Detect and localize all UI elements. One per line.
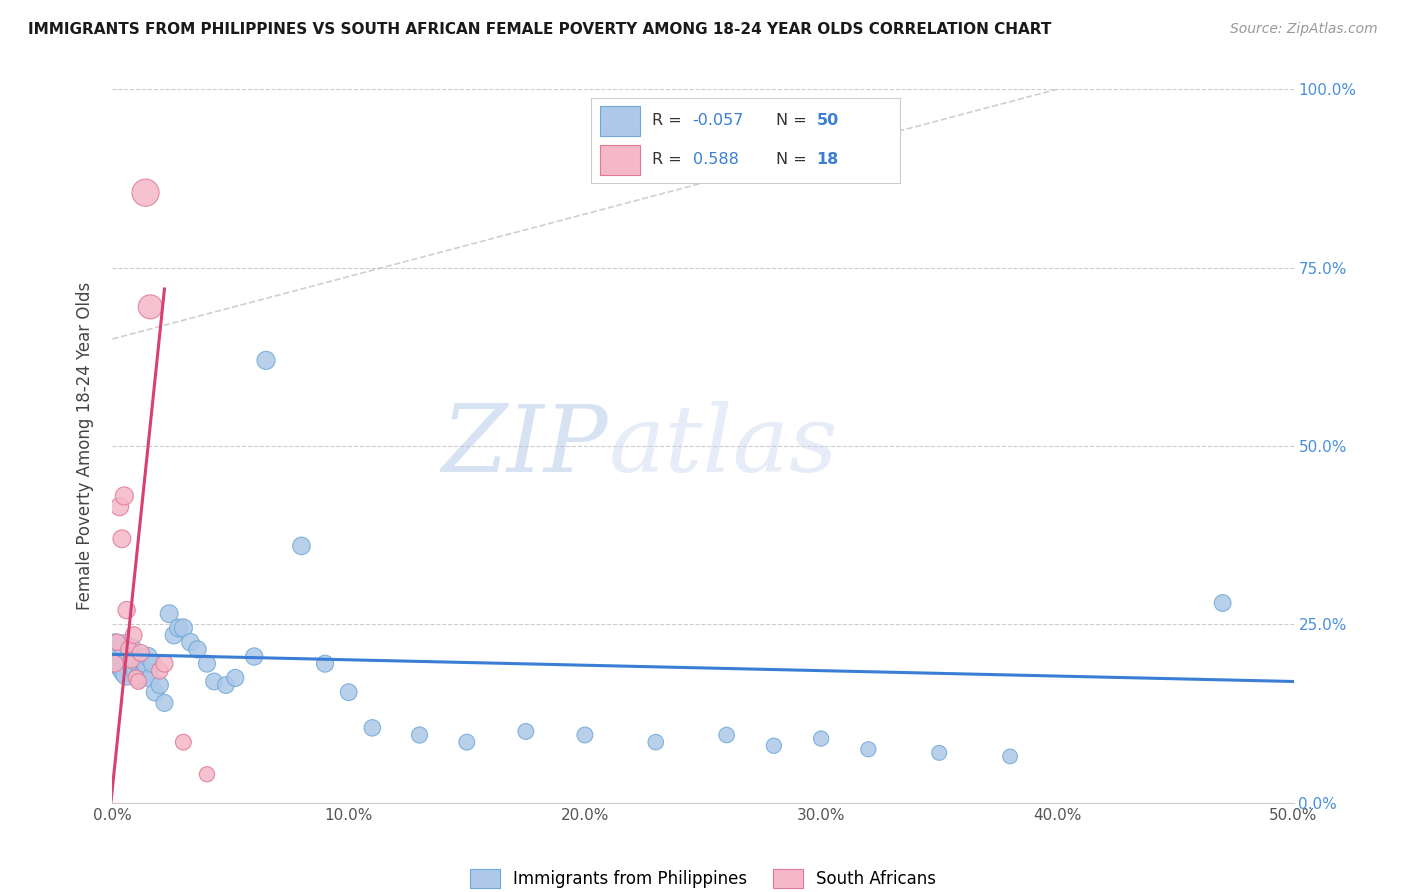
Point [456,735,478,749]
Point [290,539,312,553]
Point [122,628,145,642]
FancyBboxPatch shape [600,106,640,136]
Point [149,678,172,692]
Text: 18: 18 [817,153,838,168]
Legend: Immigrants from Philippines, South Africans: Immigrants from Philippines, South Afric… [464,863,942,892]
Point [111,532,134,546]
Point [112,489,135,503]
Point [115,667,138,681]
Point [153,657,176,671]
Text: R =: R = [652,153,688,168]
Point [515,724,537,739]
Point [120,642,142,657]
Point [254,353,277,368]
Point [1212,596,1234,610]
Point [149,664,172,678]
Text: atlas: atlas [609,401,838,491]
Point [104,657,127,671]
Text: N =: N = [776,153,813,168]
Point [120,653,142,667]
Text: 0.588: 0.588 [693,153,738,168]
Point [122,657,145,671]
Point [108,500,131,514]
Point [224,671,246,685]
Point [314,657,336,671]
Point [127,671,149,685]
Point [195,657,218,671]
Point [139,300,162,314]
Point [202,674,225,689]
Point [153,696,176,710]
Y-axis label: Female Poverty Among 18-24 Year Olds: Female Poverty Among 18-24 Year Olds [76,282,94,610]
Text: R =: R = [652,113,688,128]
Point [129,660,152,674]
Point [143,685,166,699]
Point [167,621,190,635]
Point [762,739,785,753]
Point [127,674,149,689]
Point [172,735,194,749]
Point [408,728,430,742]
Point [115,603,138,617]
Point [136,649,159,664]
Point [105,635,128,649]
Point [644,735,666,749]
Point [125,671,148,685]
Point [716,728,738,742]
Point [112,639,135,653]
Point [858,742,880,756]
Text: IMMIGRANTS FROM PHILIPPINES VS SOUTH AFRICAN FEMALE POVERTY AMONG 18-24 YEAR OLD: IMMIGRANTS FROM PHILIPPINES VS SOUTH AFR… [28,22,1052,37]
Point [243,649,266,664]
Point [142,657,165,671]
Point [135,186,157,200]
Text: ZIP: ZIP [441,401,609,491]
Text: 50: 50 [817,113,838,128]
Point [108,657,131,671]
Point [574,728,596,742]
Point [135,657,157,671]
Text: Source: ZipAtlas.com: Source: ZipAtlas.com [1230,22,1378,37]
Point [810,731,832,746]
Point [118,653,141,667]
Point [129,646,152,660]
Point [215,678,238,692]
Point [361,721,384,735]
Text: -0.057: -0.057 [693,113,744,128]
Point [172,621,194,635]
Point [998,749,1021,764]
Point [928,746,950,760]
Point [195,767,218,781]
Point [139,671,162,685]
Point [105,653,128,667]
Point [337,685,360,699]
Point [186,642,208,657]
Point [125,653,148,667]
Point [179,635,201,649]
FancyBboxPatch shape [600,145,640,175]
Point [157,607,180,621]
Point [163,628,186,642]
Point [118,642,141,657]
Point [104,642,127,657]
Point [125,664,148,678]
Point [112,664,135,678]
Point [111,646,134,660]
Point [132,667,155,681]
Text: N =: N = [776,113,813,128]
